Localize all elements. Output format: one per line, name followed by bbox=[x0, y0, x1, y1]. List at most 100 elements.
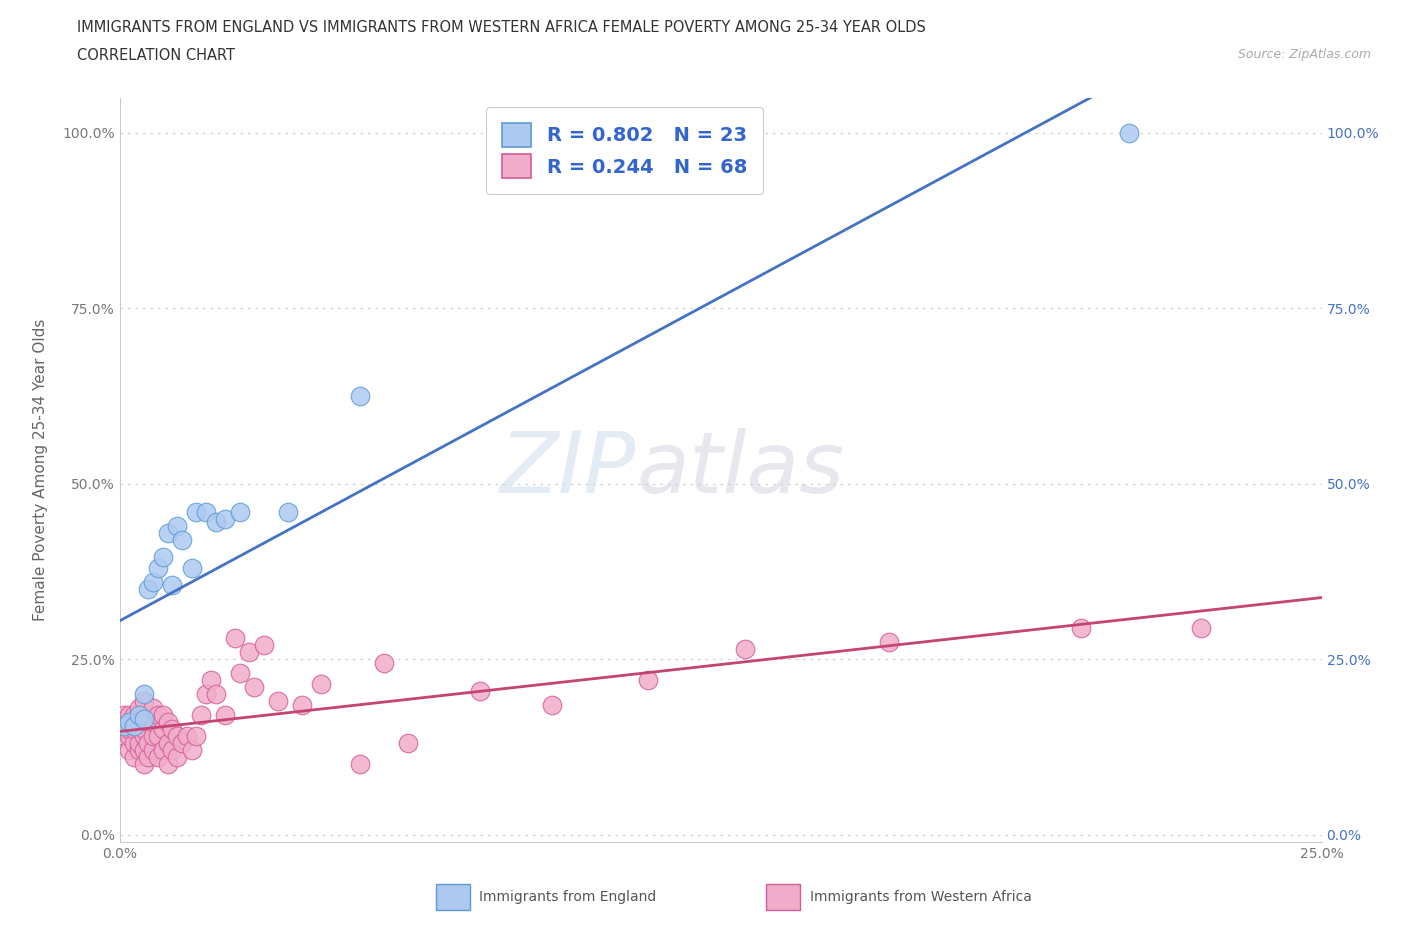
Text: Immigrants from England: Immigrants from England bbox=[479, 890, 657, 905]
Point bbox=[146, 561, 169, 576]
Point bbox=[253, 638, 276, 653]
Point bbox=[122, 708, 145, 723]
Point bbox=[162, 578, 184, 593]
Point bbox=[128, 701, 150, 716]
Point bbox=[243, 680, 266, 695]
Point bbox=[146, 729, 169, 744]
Point bbox=[122, 736, 145, 751]
Point bbox=[162, 743, 184, 758]
Point bbox=[128, 736, 150, 751]
Point bbox=[128, 743, 150, 758]
Point bbox=[228, 504, 252, 519]
Point bbox=[152, 722, 174, 737]
Point bbox=[214, 512, 236, 526]
Point bbox=[267, 694, 290, 709]
Point bbox=[176, 729, 198, 744]
Point bbox=[166, 518, 188, 533]
Point bbox=[132, 729, 155, 744]
Point bbox=[349, 389, 371, 404]
Point bbox=[152, 708, 174, 723]
Point bbox=[118, 743, 141, 758]
Point bbox=[1189, 620, 1212, 635]
Point bbox=[128, 708, 150, 723]
Point bbox=[138, 581, 160, 596]
Point bbox=[112, 729, 135, 744]
Point bbox=[877, 634, 900, 649]
Text: ZIP: ZIP bbox=[501, 428, 637, 512]
Point bbox=[204, 687, 226, 702]
Point bbox=[132, 687, 155, 702]
Point bbox=[142, 575, 165, 590]
Point bbox=[468, 684, 492, 698]
Point bbox=[152, 743, 174, 758]
Point bbox=[156, 525, 179, 540]
Point bbox=[541, 698, 564, 712]
Point bbox=[1118, 126, 1140, 140]
Point bbox=[156, 736, 179, 751]
Point bbox=[373, 656, 395, 671]
Text: Immigrants from Western Africa: Immigrants from Western Africa bbox=[810, 890, 1032, 905]
Point bbox=[132, 694, 155, 709]
Text: Source: ZipAtlas.com: Source: ZipAtlas.com bbox=[1237, 48, 1371, 61]
Point bbox=[291, 698, 314, 712]
Point bbox=[132, 708, 155, 723]
Point bbox=[118, 708, 141, 723]
Point bbox=[112, 722, 135, 737]
Point bbox=[122, 750, 145, 764]
Point bbox=[214, 708, 236, 723]
Point bbox=[138, 750, 160, 764]
Point bbox=[170, 532, 193, 547]
Point bbox=[180, 561, 202, 576]
Point bbox=[146, 750, 169, 764]
Point bbox=[186, 729, 208, 744]
Point bbox=[396, 736, 419, 751]
Point bbox=[118, 722, 141, 737]
Point bbox=[132, 757, 155, 772]
Text: IMMIGRANTS FROM ENGLAND VS IMMIGRANTS FROM WESTERN AFRICA FEMALE POVERTY AMONG 2: IMMIGRANTS FROM ENGLAND VS IMMIGRANTS FR… bbox=[77, 20, 927, 35]
Point bbox=[132, 743, 155, 758]
Point bbox=[166, 729, 188, 744]
Point bbox=[734, 641, 756, 656]
Point bbox=[224, 631, 246, 645]
Point bbox=[162, 722, 184, 737]
Point bbox=[186, 504, 208, 519]
Point bbox=[118, 715, 141, 730]
Point bbox=[238, 644, 260, 659]
Point bbox=[132, 711, 155, 726]
Point bbox=[180, 743, 202, 758]
Point bbox=[146, 708, 169, 723]
Point bbox=[128, 722, 150, 737]
Text: atlas: atlas bbox=[637, 428, 845, 512]
Point bbox=[132, 722, 155, 737]
Point bbox=[195, 504, 218, 519]
Point bbox=[142, 701, 165, 716]
Point bbox=[277, 504, 299, 519]
Point bbox=[142, 729, 165, 744]
Point bbox=[138, 736, 160, 751]
Text: CORRELATION CHART: CORRELATION CHART bbox=[77, 48, 235, 63]
Point bbox=[190, 708, 212, 723]
Point bbox=[349, 757, 371, 772]
Point bbox=[170, 736, 193, 751]
Point bbox=[156, 757, 179, 772]
Point bbox=[138, 715, 160, 730]
Point bbox=[204, 515, 226, 530]
Point bbox=[637, 672, 659, 687]
Point bbox=[195, 687, 218, 702]
Y-axis label: Female Poverty Among 25-34 Year Olds: Female Poverty Among 25-34 Year Olds bbox=[34, 318, 48, 621]
Point bbox=[142, 715, 165, 730]
Point bbox=[152, 550, 174, 565]
Point bbox=[166, 750, 188, 764]
Point bbox=[156, 715, 179, 730]
Point bbox=[228, 666, 252, 681]
Point bbox=[1070, 620, 1092, 635]
Point bbox=[112, 708, 135, 723]
Point bbox=[142, 743, 165, 758]
Point bbox=[118, 729, 141, 744]
Point bbox=[200, 672, 222, 687]
Legend: R = 0.802   N = 23, R = 0.244   N = 68: R = 0.802 N = 23, R = 0.244 N = 68 bbox=[486, 107, 762, 193]
Point bbox=[112, 718, 135, 733]
Point bbox=[122, 722, 145, 737]
Point bbox=[122, 718, 145, 733]
Point bbox=[311, 676, 333, 691]
